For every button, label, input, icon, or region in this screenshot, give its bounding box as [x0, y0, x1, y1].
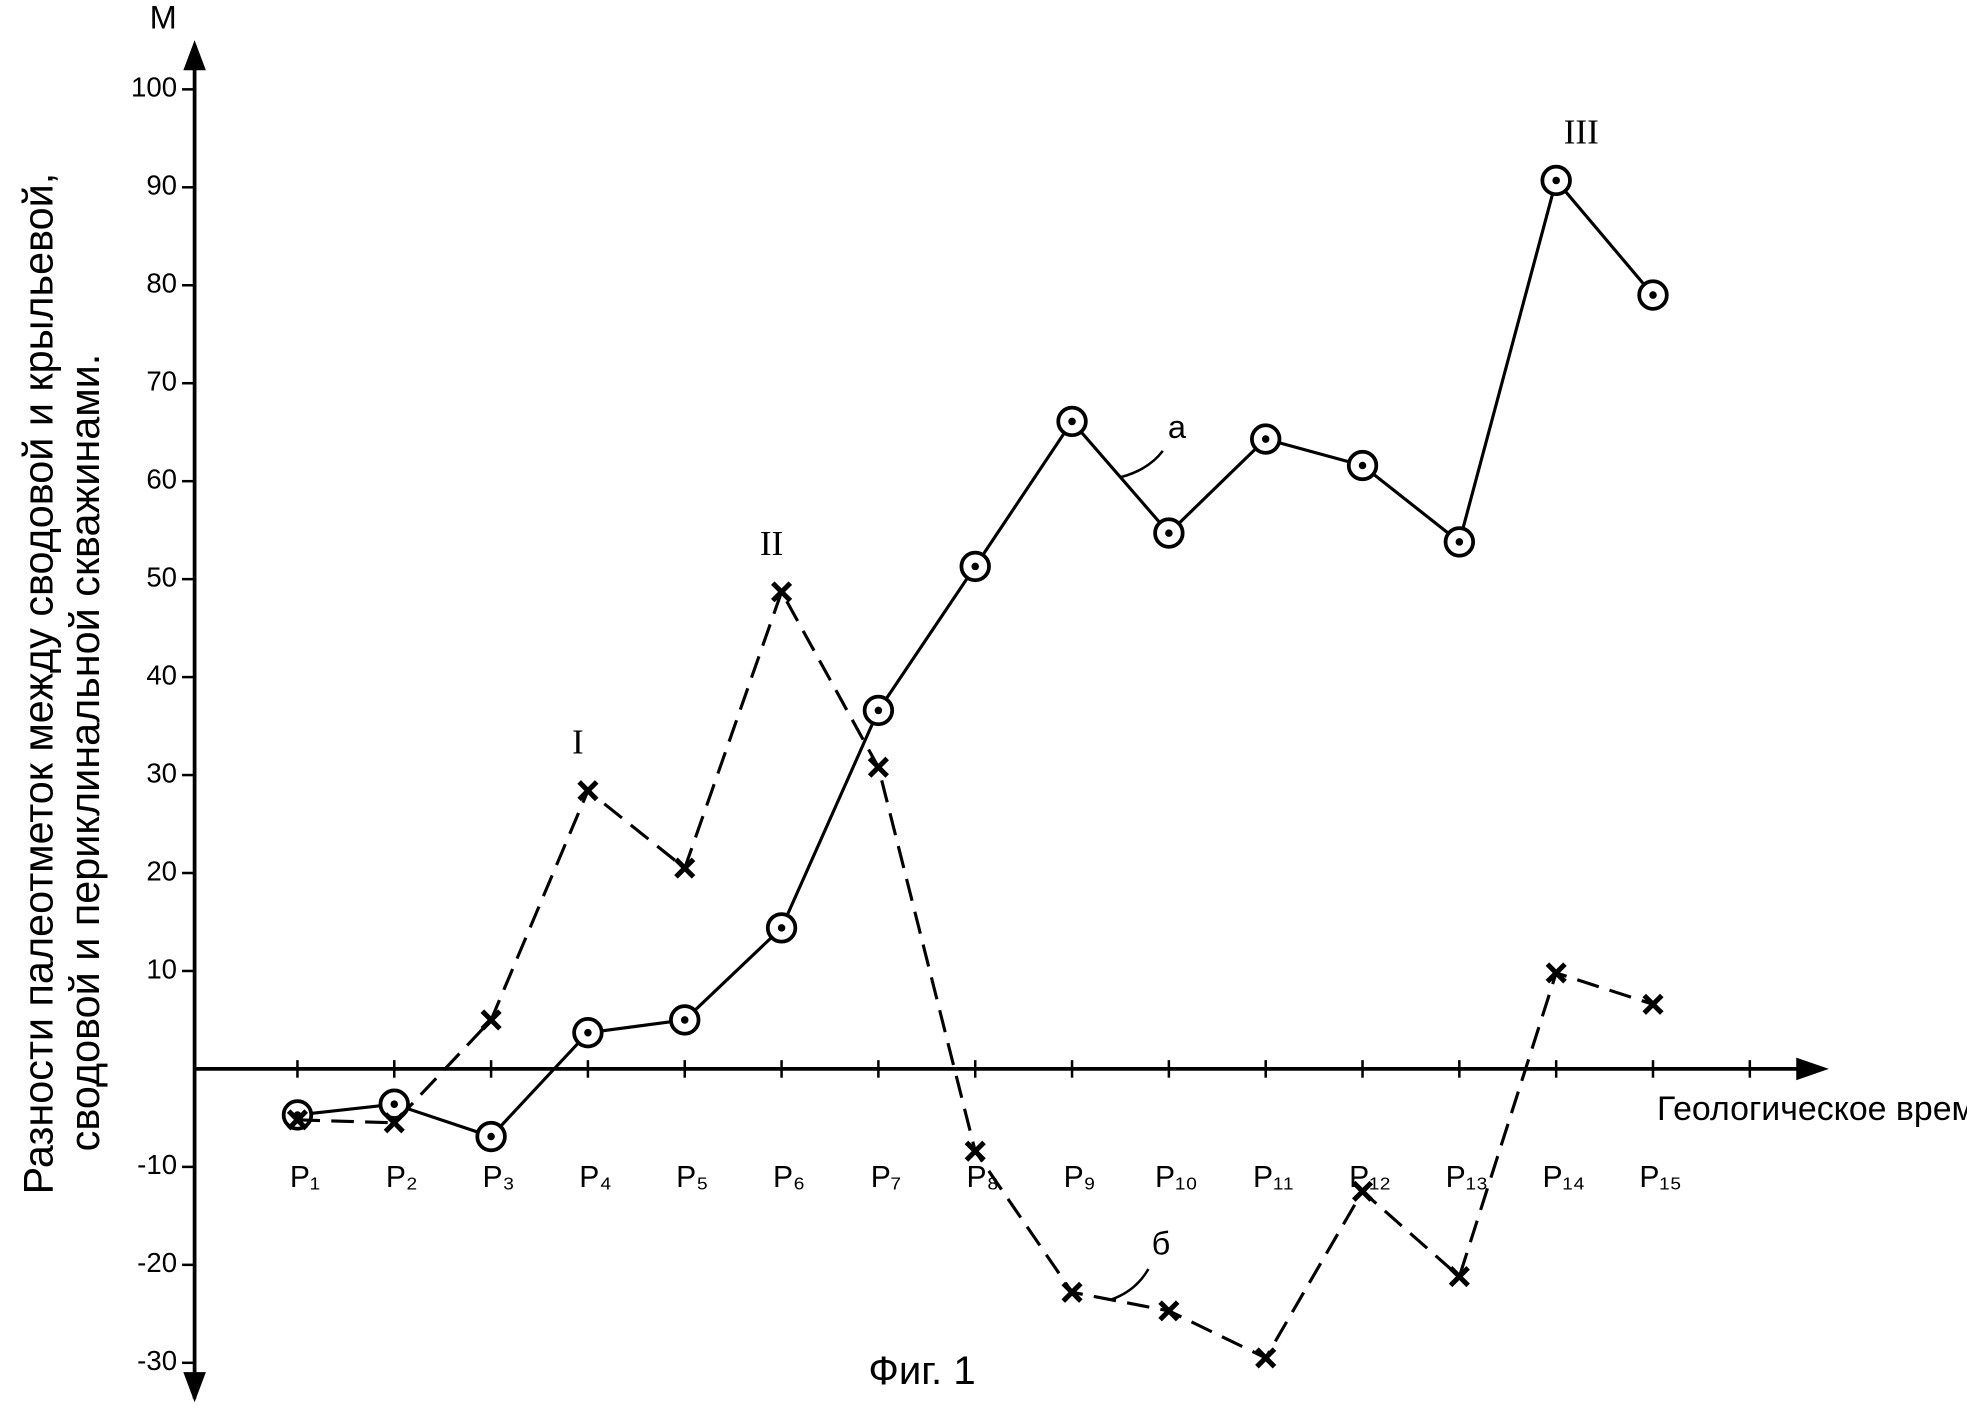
marker-dot: [391, 1100, 399, 1108]
x-axis-label: Геологическое время: [1657, 1090, 1967, 1128]
data-point: [1058, 408, 1086, 436]
x-axis-arrow: [1796, 1058, 1829, 1081]
y-tick-label: 60: [146, 463, 177, 494]
y-tick-label: 80: [146, 268, 177, 299]
y-tick-label: -30: [137, 1345, 177, 1376]
data-point: [676, 859, 694, 877]
y-unit: М: [150, 0, 177, 36]
y-tick-label: 30: [146, 757, 177, 788]
label-leader: [1120, 451, 1162, 477]
y-tick-label: 90: [146, 170, 177, 201]
annotation: I: [572, 723, 584, 762]
marker-dot: [584, 1029, 592, 1037]
data-point: [1644, 995, 1662, 1013]
data-point: [671, 1006, 699, 1034]
data-point: [961, 553, 989, 581]
data-point: [1155, 519, 1183, 547]
y-axis-label: Разности палеотметок между сводовой и кр…: [16, 173, 62, 1195]
marker-dot: [1262, 435, 1270, 443]
data-point: [1252, 425, 1280, 453]
marker-dot: [1552, 177, 1560, 185]
x-tick-label: P₅: [676, 1161, 708, 1194]
y-tick-label: -20: [137, 1247, 177, 1278]
chart-title: Фиг. 1: [868, 1348, 975, 1393]
marker-dot: [1649, 291, 1657, 299]
x-tick-label: P₁₀: [1155, 1161, 1198, 1194]
data-point: [1639, 281, 1667, 309]
data-point: [1451, 1268, 1469, 1286]
x-tick-label: P₁₄: [1542, 1161, 1585, 1194]
annotation: III: [1564, 112, 1599, 151]
data-point: [870, 758, 888, 776]
marker-dot: [1456, 538, 1464, 546]
x-tick-label: P₇: [871, 1161, 901, 1194]
marker-dot: [875, 707, 883, 715]
x-tick-label: P₁₅: [1639, 1161, 1681, 1194]
data-point: [1349, 452, 1377, 480]
marker-dot: [1165, 529, 1173, 537]
marker-dot: [778, 924, 786, 932]
x-tick-label: P₁₁: [1253, 1161, 1293, 1194]
y-axis-label: сводовой и периклинальной скважинами.: [62, 354, 108, 1152]
data-point: [865, 697, 893, 725]
y-tick-label: 70: [146, 366, 177, 397]
x-tick-label: P₉: [1064, 1161, 1096, 1194]
marker-dot: [971, 563, 979, 571]
series-line: [297, 592, 1653, 1358]
data-point: [1257, 1349, 1275, 1367]
data-point: [1446, 528, 1474, 556]
data-point: [482, 1011, 500, 1029]
series-label: б: [1152, 1224, 1171, 1261]
x-tick-label: P₂: [386, 1161, 418, 1194]
y-axis-arrow: [183, 1372, 206, 1402]
x-tick-label: P₁₃: [1446, 1161, 1488, 1194]
x-tick-label: P₃: [482, 1161, 514, 1194]
series-label: а: [1168, 408, 1187, 445]
y-tick-label: 40: [146, 659, 177, 690]
y-axis-arrow: [183, 40, 206, 70]
page: М Геологическое время Фиг. 1 Разности па…: [0, 0, 1967, 1411]
y-tick-label: 10: [146, 953, 177, 984]
marker-dot: [1359, 462, 1367, 470]
data-point: [574, 1019, 602, 1047]
data-point: [768, 914, 796, 942]
chart: М Геологическое время Фиг. 1 Разности па…: [0, 0, 1967, 1411]
data-point: [1542, 167, 1570, 195]
y-tick-label: 20: [146, 855, 177, 886]
data-point: [773, 583, 791, 601]
x-tick-label: P₆: [773, 1161, 805, 1194]
y-tick-label: 100: [131, 72, 177, 103]
x-tick-label: P₁: [290, 1161, 320, 1194]
x-tick-label: P₁₂: [1349, 1161, 1391, 1194]
marker-dot: [681, 1016, 689, 1024]
data-point: [579, 782, 597, 800]
data-point: [477, 1123, 505, 1151]
series-line: [297, 180, 1653, 1136]
label-leader: [1111, 1269, 1149, 1300]
marker-dot: [1068, 418, 1076, 426]
data-point: [1547, 964, 1565, 982]
annotation: II: [760, 524, 783, 563]
data-point: [284, 1101, 312, 1129]
y-tick-label: -10: [137, 1149, 177, 1180]
marker-dot: [487, 1133, 495, 1141]
y-tick-label: 50: [146, 561, 177, 592]
x-tick-label: P₄: [579, 1161, 611, 1194]
